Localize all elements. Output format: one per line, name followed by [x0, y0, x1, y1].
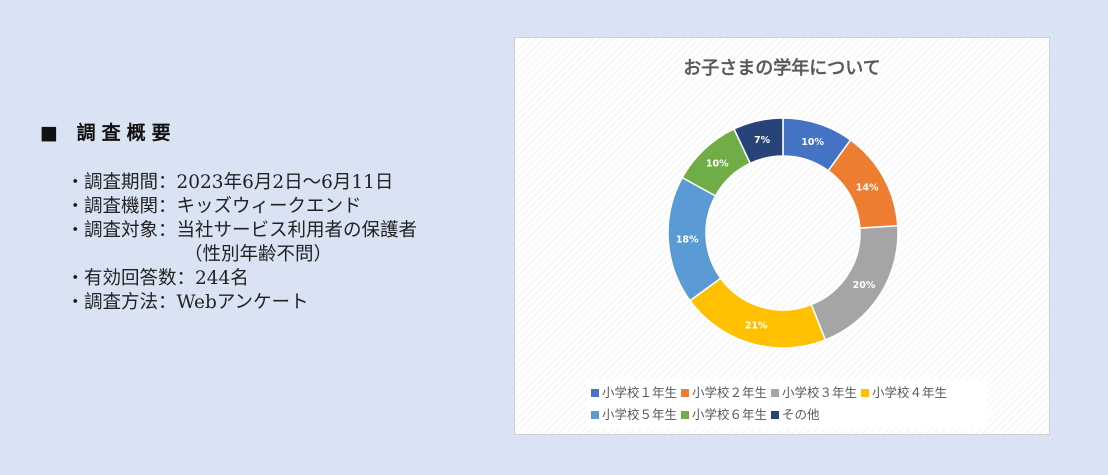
legend-swatch — [591, 411, 599, 419]
survey-item-text: 調査機関：キッズウィークエンド — [84, 196, 362, 217]
legend-item: 小学校５年生 — [591, 404, 677, 426]
legend-swatch — [591, 389, 599, 397]
legend-item: 小学校６年生 — [681, 404, 767, 426]
bullet: ・ — [66, 268, 85, 289]
survey-item-period: ・調査期間：2023年6月2日～6月11日 — [66, 171, 417, 195]
donut-chart: 10% 14% 20% 21% 18% 10% 7% — [667, 117, 899, 349]
legend-swatch — [771, 411, 780, 419]
survey-heading: ■ 調査概要 — [40, 122, 177, 144]
slice-value-label: 14% — [856, 182, 879, 193]
survey-item-subtext: （性別年齢不問） — [184, 244, 333, 265]
legend-swatch — [681, 389, 690, 397]
legend-label: 小学校１年生 — [602, 385, 678, 400]
legend-label: 小学校３年生 — [782, 385, 858, 400]
survey-item-method: ・調査方法：Webアンケート — [66, 291, 417, 315]
survey-item-text: 有効回答数：244名 — [84, 268, 249, 289]
legend-label: 小学校６年生 — [692, 407, 768, 422]
legend-item: 小学校１年生 — [591, 382, 677, 404]
chart-title: お子さまの学年について — [683, 58, 881, 79]
chart-legend: 小学校１年生 小学校２年生 小学校３年生 小学校４年生小学校５年生 小学校６年生 その他 — [587, 380, 987, 428]
legend-label: 小学校２年生 — [692, 385, 768, 400]
survey-item-text: 調査方法：Webアンケート — [84, 292, 309, 313]
slice-value-label: 10% — [801, 137, 824, 148]
chart-panel: お子さまの学年について 10% 14% 20% 21% 18% 10% 7% 小学校１年生小… — [514, 37, 1050, 435]
legend-label: 小学校４年生 — [872, 385, 948, 400]
survey-item-text: 調査期間：2023年6月2日～6月11日 — [84, 172, 394, 193]
legend-item: 小学校４年生 — [861, 382, 947, 404]
survey-item-text: 調査対象：当社サービス利用者の保護者 — [84, 220, 418, 241]
slice-value-label: 18% — [676, 235, 699, 246]
survey-items: ・調査期間：2023年6月2日～6月11日 ・調査機関：キッズウィークエンド ・… — [40, 171, 417, 315]
legend-label: その他 — [782, 407, 820, 422]
donut-slice-4 — [688, 277, 827, 349]
survey-item-responses: ・有効回答数：244名 — [66, 267, 417, 291]
bullet: ・ — [66, 292, 85, 313]
slice-value-label: 21% — [745, 321, 768, 332]
legend-item: その他 — [771, 404, 820, 426]
legend-item: 小学校２年生 — [681, 382, 767, 404]
legend-label: 小学校５年生 — [602, 407, 678, 422]
slice-value-label: 10% — [706, 159, 729, 170]
bullet: ・ — [66, 172, 85, 193]
bullet: ・ — [66, 220, 85, 241]
donut-slice-7 — [733, 117, 784, 165]
legend-swatch — [771, 389, 780, 397]
legend-swatch — [681, 411, 690, 419]
bullet: ・ — [66, 196, 85, 217]
survey-item-organization: ・調査機関：キッズウィークエンド — [66, 195, 417, 219]
survey-overview: ■ 調査概要 ・調査期間：2023年6月2日～6月11日 ・調査機関：キッズウィ… — [40, 118, 417, 315]
slice-value-label: 20% — [853, 280, 876, 291]
survey-item-target: ・調査対象：当社サービス利用者の保護者 （性別年齢不問） — [66, 219, 417, 267]
slice-value-label: 7% — [754, 135, 771, 146]
legend-swatch — [861, 389, 870, 397]
legend-item: 小学校３年生 — [771, 382, 857, 404]
